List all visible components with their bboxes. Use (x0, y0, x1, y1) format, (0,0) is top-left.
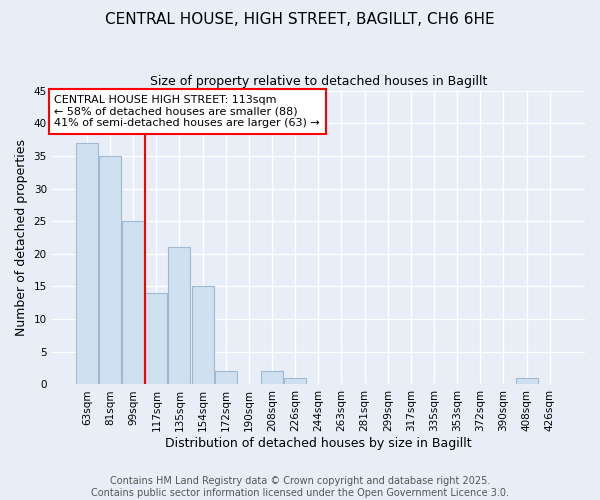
Text: CENTRAL HOUSE HIGH STREET: 113sqm
← 58% of detached houses are smaller (88)
41% : CENTRAL HOUSE HIGH STREET: 113sqm ← 58% … (55, 95, 320, 128)
X-axis label: Distribution of detached houses by size in Bagillt: Distribution of detached houses by size … (165, 437, 472, 450)
Bar (169, 248, 190, 384)
Bar (515, 378, 538, 384)
Bar (122, 221, 144, 384)
Bar (76, 143, 98, 384)
Bar (215, 372, 237, 384)
Text: CENTRAL HOUSE, HIGH STREET, BAGILLT, CH6 6HE: CENTRAL HOUSE, HIGH STREET, BAGILLT, CH6… (105, 12, 495, 28)
Title: Size of property relative to detached houses in Bagillt: Size of property relative to detached ho… (149, 75, 487, 88)
Y-axis label: Number of detached properties: Number of detached properties (15, 139, 28, 336)
Bar (145, 293, 167, 384)
Bar (99, 156, 121, 384)
Text: Contains HM Land Registry data © Crown copyright and database right 2025.
Contai: Contains HM Land Registry data © Crown c… (91, 476, 509, 498)
Bar (191, 286, 214, 384)
Bar (261, 372, 283, 384)
Bar (284, 378, 306, 384)
